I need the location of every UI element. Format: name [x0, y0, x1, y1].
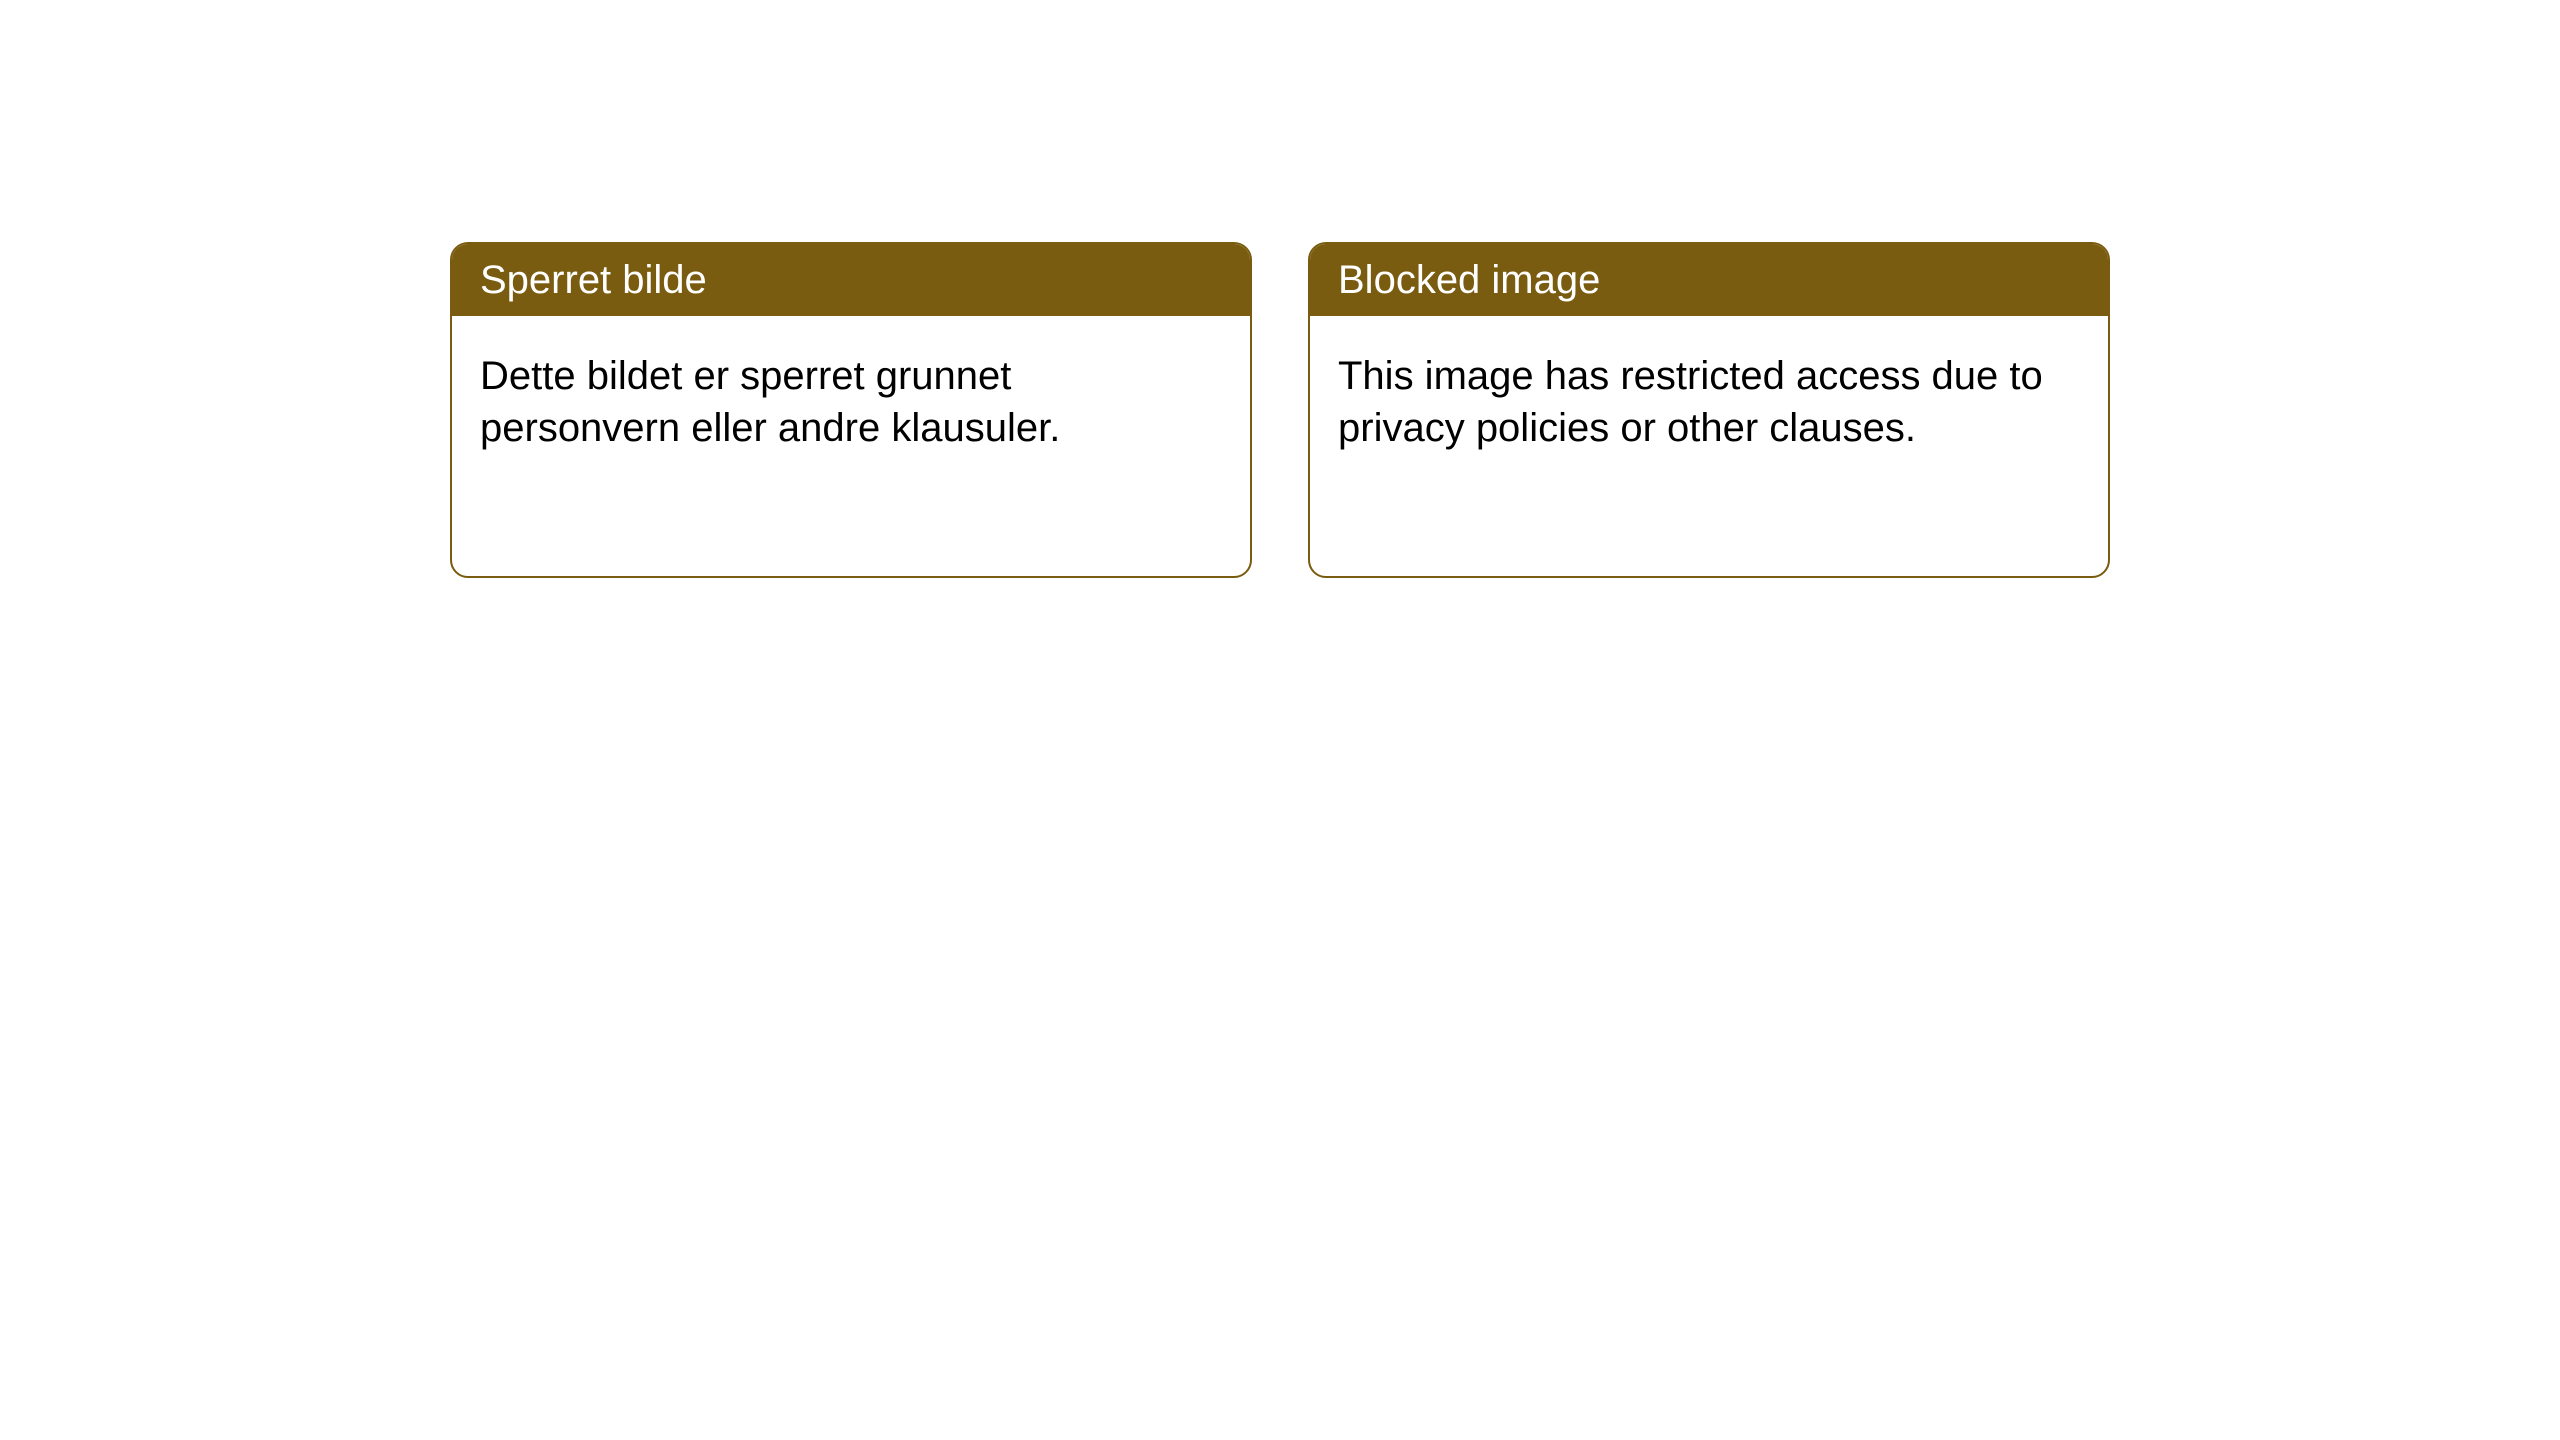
card-body-text: This image has restricted access due to …: [1338, 354, 2043, 450]
card-body: Dette bildet er sperret grunnet personve…: [452, 316, 1250, 488]
card-body-text: Dette bildet er sperret grunnet personve…: [480, 354, 1060, 450]
card-header: Blocked image: [1310, 244, 2108, 316]
card-header: Sperret bilde: [452, 244, 1250, 316]
card-title: Sperret bilde: [480, 258, 707, 302]
card-body: This image has restricted access due to …: [1310, 316, 2108, 488]
notice-card-english: Blocked image This image has restricted …: [1308, 242, 2110, 578]
notice-card-norwegian: Sperret bilde Dette bildet er sperret gr…: [450, 242, 1252, 578]
card-title: Blocked image: [1338, 258, 1600, 302]
notice-container: Sperret bilde Dette bildet er sperret gr…: [0, 0, 2560, 578]
